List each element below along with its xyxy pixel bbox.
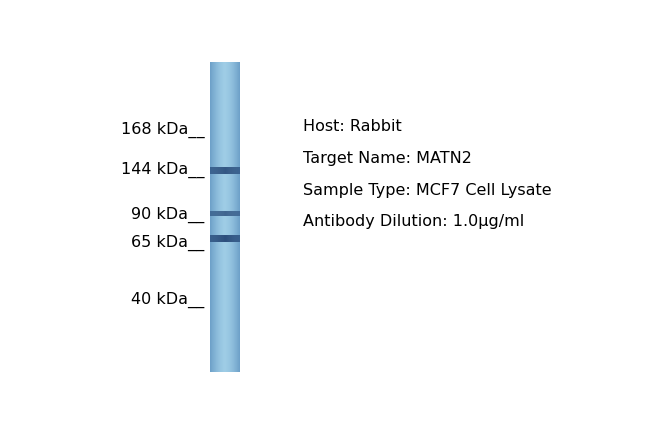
Text: 168 kDa__: 168 kDa__ — [121, 122, 205, 139]
Text: 40 kDa__: 40 kDa__ — [131, 292, 205, 308]
Text: 144 kDa__: 144 kDa__ — [121, 162, 205, 178]
Text: Target Name: MATN2: Target Name: MATN2 — [303, 151, 472, 166]
Text: 90 kDa__: 90 kDa__ — [131, 207, 205, 223]
Text: 65 kDa__: 65 kDa__ — [131, 235, 205, 251]
Text: Antibody Dilution: 1.0μg/ml: Antibody Dilution: 1.0μg/ml — [303, 214, 524, 229]
Text: Host: Rabbit: Host: Rabbit — [303, 120, 402, 135]
Text: Sample Type: MCF7 Cell Lysate: Sample Type: MCF7 Cell Lysate — [303, 183, 551, 198]
